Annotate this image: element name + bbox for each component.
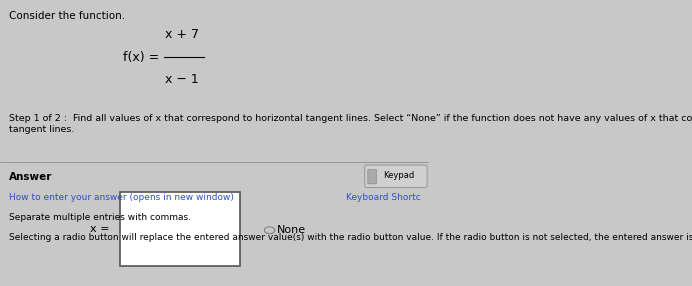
Text: Selecting a radio button will replace the entered answer value(s) with the radio: Selecting a radio button will replace th… — [8, 233, 692, 242]
Text: x − 1: x − 1 — [165, 73, 199, 86]
Text: Answer: Answer — [8, 172, 52, 182]
Text: Step 1 of 2 :  Find all values of x that correspond to horizontal tangent lines.: Step 1 of 2 : Find all values of x that … — [8, 114, 692, 134]
Text: Keyboard Shortc: Keyboard Shortc — [346, 193, 421, 202]
Text: f(x) =: f(x) = — [123, 51, 163, 64]
Text: Keypad: Keypad — [383, 171, 415, 180]
Text: x + 7: x + 7 — [165, 29, 199, 41]
Text: Consider the function.: Consider the function. — [8, 11, 125, 21]
FancyBboxPatch shape — [365, 165, 427, 187]
FancyBboxPatch shape — [368, 170, 376, 184]
Text: How to enter your answer (opens in new window): How to enter your answer (opens in new w… — [8, 193, 233, 202]
Text: Separate multiple entries with commas.: Separate multiple entries with commas. — [8, 213, 190, 222]
Text: None: None — [277, 225, 306, 235]
Text: x =: x = — [90, 224, 109, 234]
FancyBboxPatch shape — [120, 192, 240, 266]
